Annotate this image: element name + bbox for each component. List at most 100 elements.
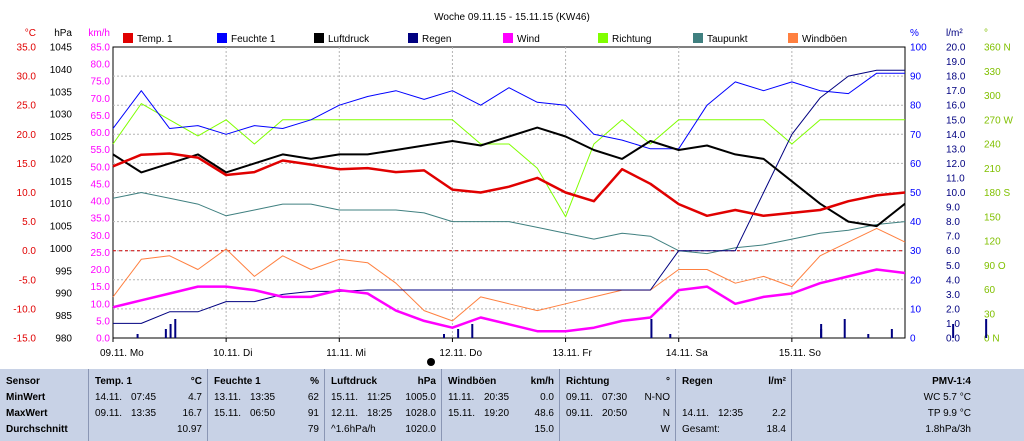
axis-tick-wind: 35.0 xyxy=(91,214,111,225)
axis-tick-temp: 20.0 xyxy=(17,130,37,141)
pmv-column: PMV-1:4 WC 5.7 °C TP 9.9 °C 1.8hPa/3h xyxy=(791,369,1024,441)
axis-tick-rain: 17.0 xyxy=(946,86,966,97)
axis-tick-direction: 90 O xyxy=(984,261,1006,272)
axis-tick-rain: 18.0 xyxy=(946,72,966,83)
axis-tick-pressure: 1035 xyxy=(50,87,73,98)
stats-date: 15.11. xyxy=(214,408,242,419)
axis-tick-rain: 6.0 xyxy=(946,246,960,257)
axis-tick-temp: -10.0 xyxy=(13,304,36,315)
axis-tick-wind: 65.0 xyxy=(91,111,111,122)
day-label: 09.11. Mo xyxy=(100,348,144,359)
axis-tick-direction: 270 W xyxy=(984,115,1013,126)
axis-tick-rain: 14.0 xyxy=(946,130,966,141)
stats-value: 18.4 xyxy=(766,424,786,435)
stats-column-title: Temp. 1 xyxy=(95,376,133,387)
axis-tick-direction: 30 xyxy=(984,309,996,320)
legend-swatch-4 xyxy=(503,33,513,43)
legend-swatch-6 xyxy=(693,33,703,43)
axis-unit-wind: km/h xyxy=(88,28,110,39)
legend-label-5: Richtung xyxy=(612,34,651,45)
axis-tick-humidity: 50 xyxy=(910,188,922,199)
axis-unit-humidity: % xyxy=(910,28,919,39)
stats-column: Feuchte 1% 13.11. 13:35 62 15.11. 06:50 91 79 xyxy=(207,369,325,441)
pmv-title: PMV-1:4 xyxy=(932,376,971,387)
series-line-windb-en xyxy=(112,227,906,322)
axis-tick-temp: 5.0 xyxy=(22,217,36,228)
axis-tick-rain: 15.0 xyxy=(946,115,966,126)
axis-tick-temp: 35.0 xyxy=(17,43,37,54)
axis-tick-pressure: 1025 xyxy=(50,132,73,143)
series-line-wind xyxy=(112,268,906,333)
axis-tick-temp: -15.0 xyxy=(13,334,36,345)
axis-tick-pressure: 995 xyxy=(55,266,72,277)
legend-label-3: Regen xyxy=(422,34,451,45)
axis-tick-direction: 60 xyxy=(984,285,996,296)
legend-swatch-5 xyxy=(598,33,608,43)
axis-tick-humidity: 10 xyxy=(910,304,922,315)
axis-tick-pressure: 1010 xyxy=(50,199,73,210)
stats-value: 1020.0 xyxy=(405,424,436,435)
axis-tick-direction: 360 N xyxy=(984,43,1011,54)
axis-tick-humidity: 0 xyxy=(910,334,916,345)
series-line-luftdruck xyxy=(112,126,906,228)
axis-tick-wind: 45.0 xyxy=(91,179,111,190)
pmv-line: TP 9.9 °C xyxy=(927,408,971,419)
axis-tick-humidity: 30 xyxy=(910,246,922,257)
legend-swatch-1 xyxy=(217,33,227,43)
rain-bar xyxy=(174,319,177,338)
stats-value: W xyxy=(660,424,670,435)
axis-tick-direction: 150 xyxy=(984,212,1001,223)
axis-tick-temp: 10.0 xyxy=(17,188,37,199)
rain-bar xyxy=(443,334,445,338)
rain-bar xyxy=(867,334,870,338)
axis-tick-wind: 50.0 xyxy=(91,162,111,173)
stats-value: 10.97 xyxy=(176,424,202,435)
axis-tick-wind: 85.0 xyxy=(91,43,111,54)
stats-value: 79 xyxy=(307,424,319,435)
stats-column-unit: ° xyxy=(666,376,670,387)
chart-title: Woche 09.11.15 - 15.11.15 (KW46) xyxy=(434,12,590,23)
rain-bar xyxy=(457,329,460,338)
axis-tick-wind: 20.0 xyxy=(91,265,111,276)
stats-value: 0.0 xyxy=(540,392,554,403)
axis-tick-humidity: 40 xyxy=(910,217,922,228)
stats-time: 20:50 xyxy=(602,408,628,419)
rain-bar xyxy=(669,334,672,338)
axis-tick-wind: 80.0 xyxy=(91,60,111,71)
axis-tick-temp: 0.0 xyxy=(22,246,36,257)
stats-value: 15.0 xyxy=(534,424,554,435)
axis-tick-pressure: 1030 xyxy=(50,110,73,121)
stats-column-unit: °C xyxy=(190,376,202,387)
axis-tick-rain: 11.0 xyxy=(946,173,965,184)
stats-value: 62 xyxy=(307,392,319,403)
legend-swatch-7 xyxy=(788,33,798,43)
series-line-regen xyxy=(113,69,905,324)
rain-bar xyxy=(890,329,893,338)
legend-label-7: Windböen xyxy=(802,34,847,45)
day-label: 11.11. Mi xyxy=(326,348,366,359)
legend-label-2: Luftdruck xyxy=(328,34,370,45)
rain-bar xyxy=(650,319,653,338)
axis-tick-humidity: 20 xyxy=(910,275,922,286)
stats-value: 2.2 xyxy=(772,408,786,419)
stats-time: 12:35 xyxy=(718,408,744,419)
axis-tick-wind: 55.0 xyxy=(91,145,111,156)
stats-time: 19:20 xyxy=(484,408,510,419)
axis-tick-rain: 4.0 xyxy=(946,275,960,286)
rain-bar xyxy=(843,319,846,338)
series-line-temp-1 xyxy=(112,152,906,218)
stats-date: 09.11. xyxy=(566,408,594,419)
stats-date: 11.11. xyxy=(448,392,475,403)
axis-tick-rain: 13.0 xyxy=(946,144,966,155)
legend-swatch-0 xyxy=(123,33,133,43)
axis-tick-temp: -5.0 xyxy=(19,275,37,286)
day-label: 14.11. Sa xyxy=(666,348,709,359)
stats-value: 1005.0 xyxy=(405,392,436,403)
series-line-richtung xyxy=(112,103,905,218)
axis-unit-pressure: hPa xyxy=(54,28,72,39)
stats-date: ^1.6hPa/h xyxy=(331,424,376,435)
axis-tick-direction: 330 xyxy=(984,67,1001,78)
rain-bar xyxy=(985,319,988,338)
stats-time: 18:25 xyxy=(367,408,393,419)
axis-unit-direction: ° xyxy=(984,28,988,39)
